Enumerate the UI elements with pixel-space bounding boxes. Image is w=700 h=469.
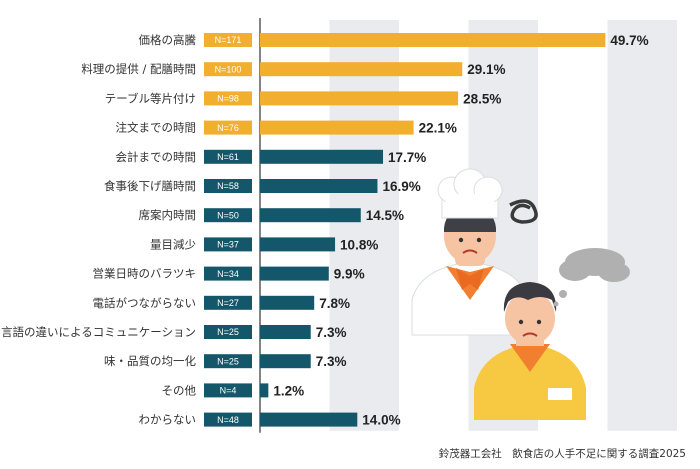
value-label: 9.9% <box>334 267 365 282</box>
background-bands <box>259 18 677 433</box>
category-label: わからない <box>139 413 197 427</box>
value-label: 14.0% <box>362 413 400 428</box>
n-label: N=50 <box>217 210 239 220</box>
value-label: 22.1% <box>419 121 457 136</box>
worried-staff-illustration <box>411 168 630 420</box>
n-badge <box>204 149 252 164</box>
staff-figure <box>474 248 630 420</box>
bar <box>260 208 361 223</box>
n-label: N=34 <box>217 269 239 279</box>
category-label: 量目減少 <box>150 237 196 251</box>
bar <box>260 354 311 369</box>
category-label: 席案内時間 <box>139 208 197 222</box>
n-label: N=48 <box>217 415 239 425</box>
value-label: 7.3% <box>316 325 347 340</box>
n-badge <box>204 179 252 193</box>
category-label: 食事後下げ膳時間 <box>104 179 196 193</box>
category-label: 味・品質の均一化 <box>104 354 196 368</box>
value-label: 49.7% <box>610 33 648 48</box>
n-label: N=100 <box>215 64 242 74</box>
category-label: 営業日時のバラツキ <box>93 267 197 281</box>
n-label: N=37 <box>217 240 239 250</box>
n-label: N=58 <box>217 181 239 191</box>
n-label: N=25 <box>217 327 239 337</box>
n-badge <box>204 412 252 427</box>
n-label: N=27 <box>217 298 239 308</box>
bar <box>260 266 329 281</box>
bar <box>260 179 378 193</box>
bars: 価格の高騰 N=171 49.7% 料理の提供 / 配膳時間 N=100 29.1% テーブ… <box>1 33 649 428</box>
bar <box>260 120 414 135</box>
n-badge <box>204 237 252 252</box>
bar <box>260 62 463 77</box>
value-label: 29.1% <box>467 62 505 77</box>
n-badge <box>204 354 252 369</box>
bar <box>260 383 269 398</box>
value-label: 7.3% <box>316 354 347 369</box>
bar <box>260 91 459 106</box>
n-badge <box>204 325 252 339</box>
category-label: 電話がつながらない <box>93 296 197 310</box>
bar <box>260 33 606 47</box>
n-badge <box>204 91 252 106</box>
bar <box>260 325 311 339</box>
bar <box>260 237 336 252</box>
bar <box>260 412 358 427</box>
n-badge <box>204 208 252 223</box>
value-label: 16.9% <box>382 179 420 194</box>
category-label: 注文までの時間 <box>116 121 197 135</box>
n-label: N=98 <box>217 94 239 104</box>
category-label: 会計までの時間 <box>116 150 197 164</box>
n-badge <box>204 120 252 135</box>
value-label: 28.5% <box>463 91 501 106</box>
n-label: N=61 <box>217 152 239 162</box>
bar <box>260 295 315 310</box>
n-badge <box>204 266 252 281</box>
n-label: N=4 <box>220 386 237 396</box>
category-label: 価格の高騰 <box>139 33 197 47</box>
n-label: N=76 <box>217 123 239 133</box>
value-label: 1.2% <box>273 383 304 398</box>
value-label: 17.7% <box>388 150 426 165</box>
n-badge <box>204 62 252 77</box>
category-label: 料理の提供 / 配膳時間 <box>81 62 196 76</box>
category-label: 言語の違いによるコミュニケーション <box>1 325 196 339</box>
grid-band <box>607 20 677 431</box>
n-label: N=25 <box>217 356 239 366</box>
source-note: 鈴茂器工会社 飲食店の人手不足に関する調査2025 <box>438 448 686 460</box>
value-label: 7.8% <box>319 296 350 311</box>
value-label: 14.5% <box>366 208 404 223</box>
category-label: その他 <box>162 383 197 397</box>
value-label: 10.8% <box>340 237 378 252</box>
n-badge <box>204 383 252 398</box>
grid-band <box>329 20 399 431</box>
n-badge <box>204 33 252 47</box>
n-label: N=171 <box>215 35 242 45</box>
bar <box>260 149 384 164</box>
category-label: テーブル等片付け <box>105 91 196 105</box>
n-badge <box>204 295 252 310</box>
